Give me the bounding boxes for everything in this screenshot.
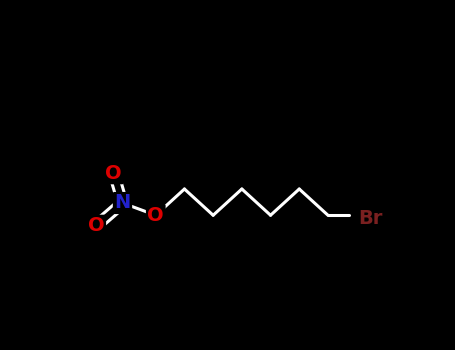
Text: O: O [147, 206, 164, 225]
Text: N: N [114, 194, 131, 212]
Text: Br: Br [359, 209, 383, 228]
Text: O: O [106, 164, 122, 183]
Text: O: O [88, 216, 105, 235]
